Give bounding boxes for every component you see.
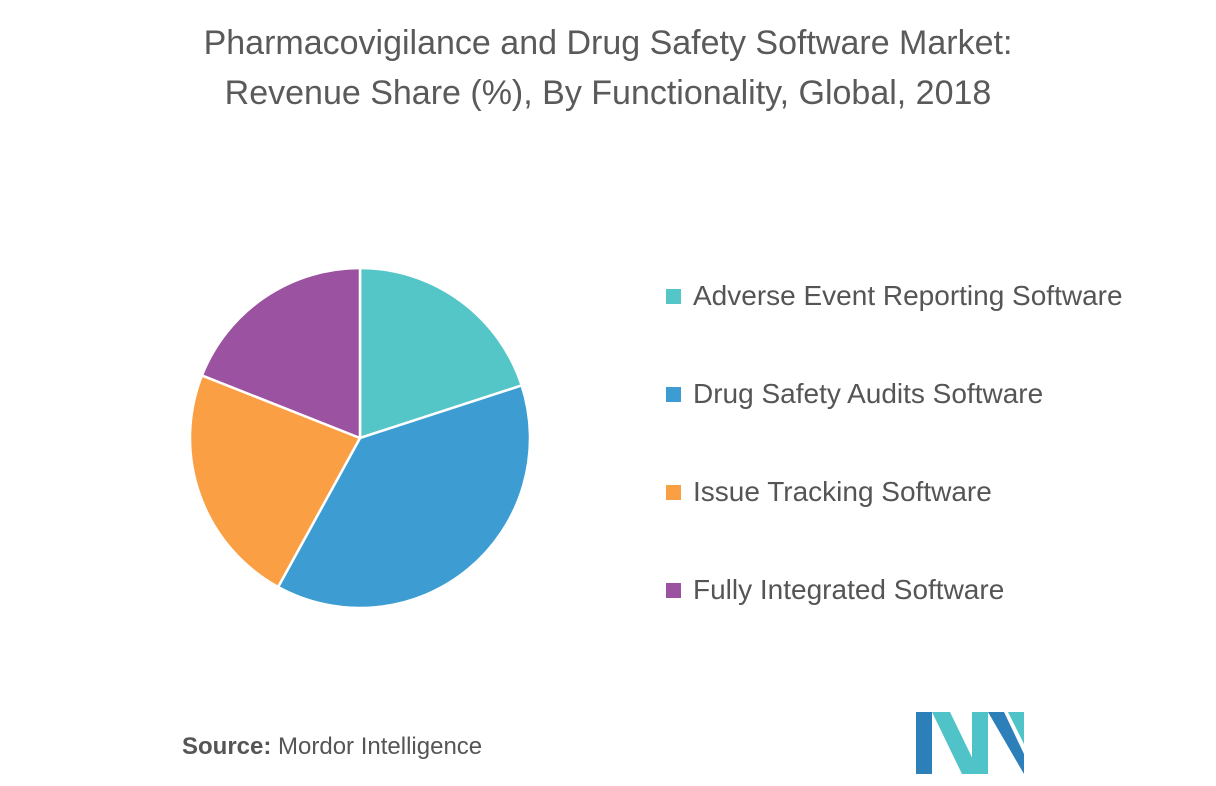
legend-swatch bbox=[666, 484, 681, 500]
logo-shape-middle bbox=[972, 712, 988, 774]
source-label: Source: bbox=[182, 733, 272, 760]
legend-label: Adverse Event Reporting Software bbox=[693, 280, 1123, 311]
legend-item-adverse-event-reporting: Adverse Event Reporting Software bbox=[666, 272, 1123, 320]
legend-item-drug-safety-audits: Drug Safety Audits Software bbox=[666, 370, 1123, 418]
pie-slice-drug-safety-audits-software bbox=[276, 384, 532, 610]
chart-subtitle: Revenue Share (%), By Functionality, Glo… bbox=[224, 74, 992, 112]
logo-shape-left bbox=[916, 712, 932, 774]
mordor-intelligence-logo bbox=[916, 712, 1024, 774]
legend-item-fully-integrated: Fully Integrated Software bbox=[666, 566, 1123, 614]
source-text: Mordor Intelligence bbox=[278, 733, 483, 760]
legend-swatch bbox=[666, 582, 681, 598]
legend-swatch bbox=[666, 386, 681, 402]
source-note: Source: Mordor Intelligence bbox=[182, 733, 482, 761]
legend-swatch bbox=[666, 288, 681, 304]
pie-slice-fully-integrated-software bbox=[200, 266, 362, 440]
logo-shape-right-diagonal bbox=[988, 712, 1024, 774]
pie-slice-issue-tracking-software bbox=[188, 374, 362, 589]
logo-shape-right bbox=[1008, 712, 1024, 744]
legend-label: Issue Tracking Software bbox=[693, 476, 992, 507]
chart-title-line-1: Pharmacovigilance and Drug Safety Softwa… bbox=[203, 24, 1013, 62]
chart-legend: Adverse Event Reporting Software Drug Sa… bbox=[666, 272, 1123, 664]
pie-slice-adverse-event-reporting-software bbox=[358, 266, 523, 440]
legend-label: Fully Integrated Software bbox=[693, 574, 1005, 605]
legend-label: Drug Safety Audits Software bbox=[693, 378, 1044, 409]
chart-title: Pharmacovigilance and Drug Safety Softwa… bbox=[0, 18, 1216, 118]
pie-chart bbox=[188, 266, 532, 610]
logo-shape-diagonal bbox=[932, 712, 980, 774]
legend-item-issue-tracking: Issue Tracking Software bbox=[666, 468, 1123, 516]
